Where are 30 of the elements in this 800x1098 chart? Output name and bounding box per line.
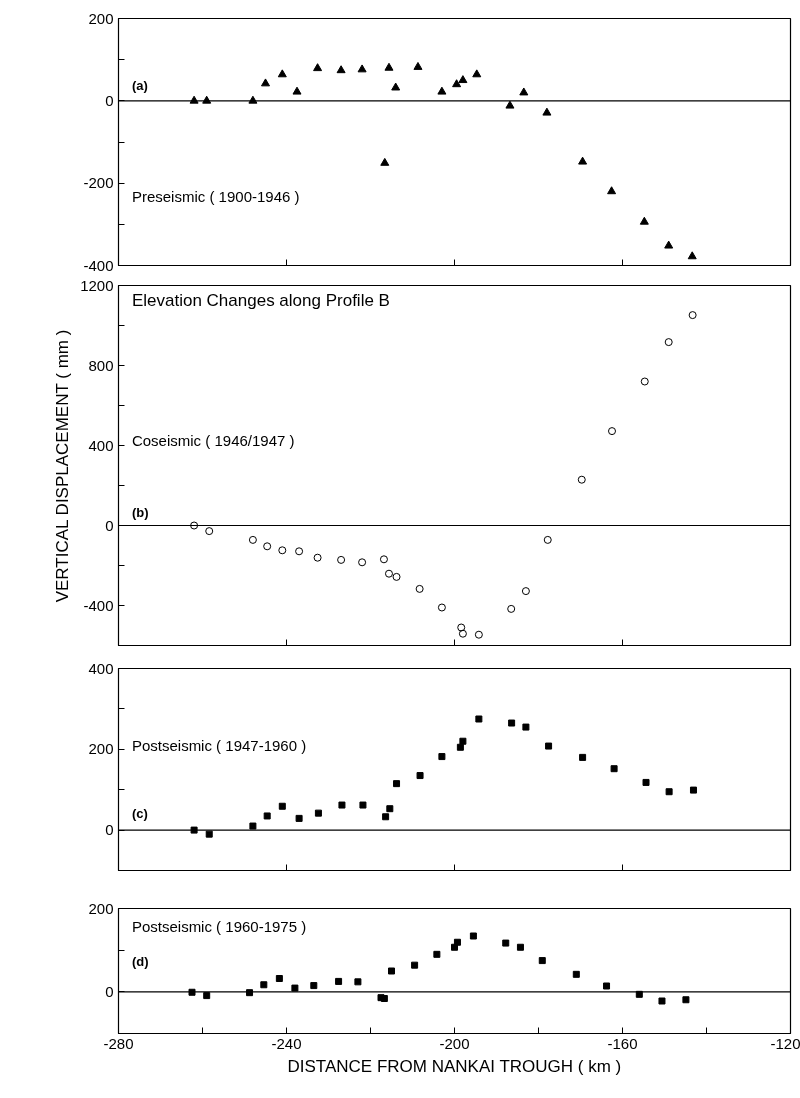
x-tick-label: -200 <box>439 1034 470 1052</box>
y-tick-label: 200 <box>88 740 114 758</box>
y-axis-title: VERTICAL DISPLACEMENT ( mm ) <box>53 329 73 603</box>
x-tick-label: -120 <box>770 1034 800 1052</box>
y-tick-label: 200 <box>88 899 114 917</box>
y-tick-label: -400 <box>83 596 114 614</box>
y-tick-label: 200 <box>88 9 114 27</box>
annotation: Coseismic ( 1946/1947 ) <box>131 431 295 449</box>
y-tick-label: 800 <box>88 356 114 374</box>
annotation: Postseismic ( 1947-1960 ) <box>131 736 307 754</box>
y-tick-label: -400 <box>83 256 114 274</box>
y-tick-label: 0 <box>105 821 114 839</box>
y-tick-label: -200 <box>83 174 114 192</box>
y-tick-label: 0 <box>105 516 114 534</box>
annotation: Postseismic ( 1960-1975 ) <box>131 917 307 935</box>
y-tick-label: 0 <box>105 982 114 1000</box>
x-tick-label: -240 <box>271 1034 302 1052</box>
annotation: (c) <box>131 806 148 822</box>
y-tick-label: 400 <box>88 659 114 677</box>
annotation: (d) <box>131 953 149 969</box>
annotation: Preseismic ( 1900-1946 ) <box>131 187 300 205</box>
annotation: (b) <box>131 504 149 520</box>
chart-title: Elevation Changes along Profile B <box>131 290 390 310</box>
y-tick-label: 400 <box>88 436 114 454</box>
x-axis-title: DISTANCE FROM NANKAI TROUGH ( km ) <box>287 1056 622 1076</box>
x-tick-label: -160 <box>607 1034 638 1052</box>
y-tick-label: 0 <box>105 91 114 109</box>
annotation: (a) <box>131 77 148 93</box>
x-tick-label: -280 <box>103 1034 134 1052</box>
y-tick-label: 1200 <box>80 276 114 294</box>
